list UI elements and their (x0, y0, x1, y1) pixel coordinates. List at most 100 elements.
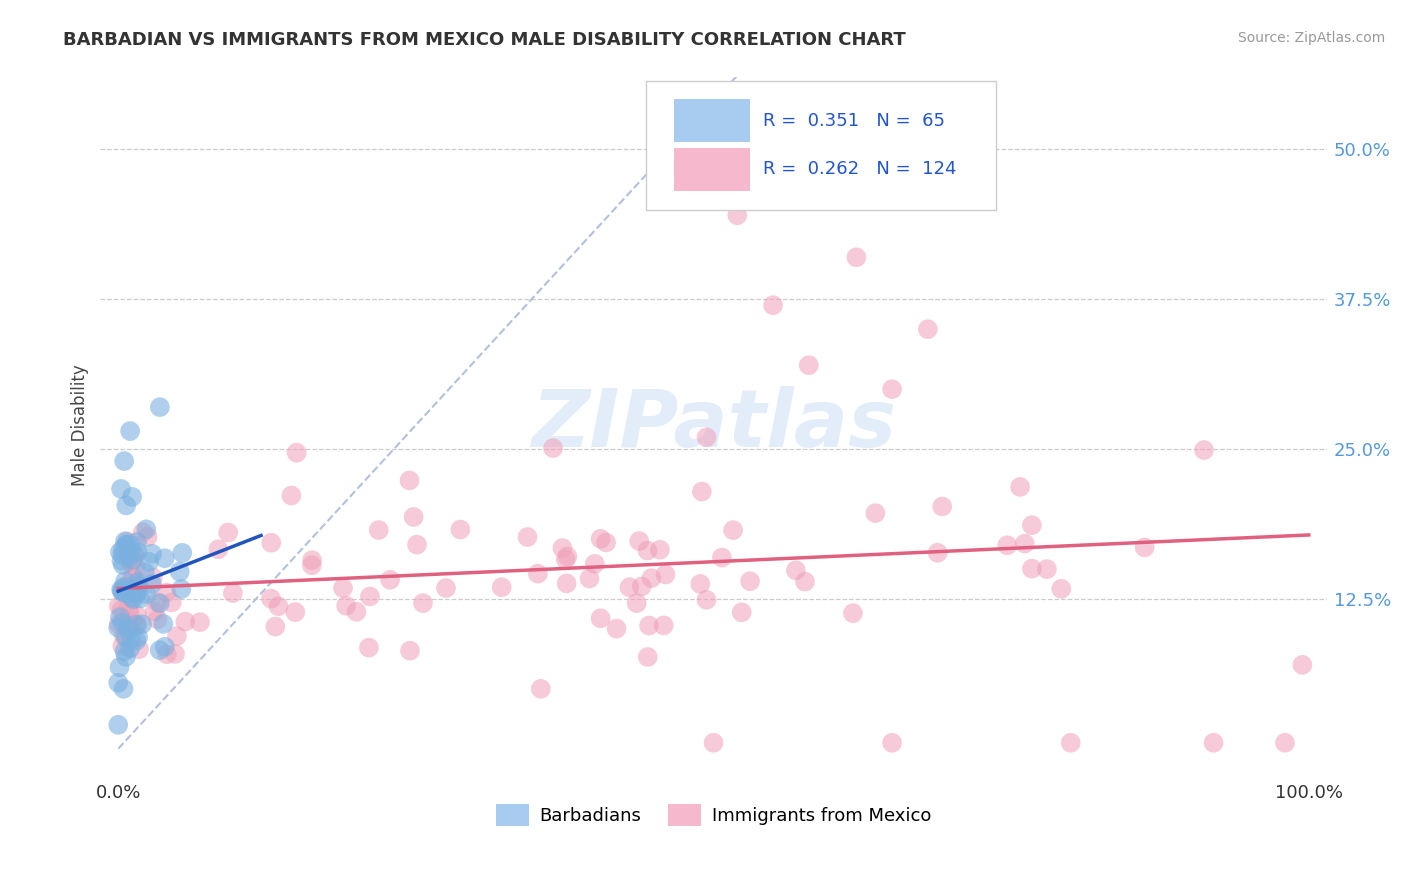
Point (122, 569, 145, 583)
Point (1192, 443, 1215, 458)
Point (120, 424, 142, 438)
Text: BARBADIAN VS IMMIGRANTS FROM MEXICO MALE DISABILITY CORRELATION CHART: BARBADIAN VS IMMIGRANTS FROM MEXICO MALE… (63, 31, 905, 49)
Point (121, 490, 143, 504)
Point (222, 586, 245, 600)
Point (122, 592, 145, 607)
Point (619, 580, 641, 594)
Point (332, 581, 354, 595)
Point (1021, 518, 1043, 533)
Point (112, 454, 135, 468)
Point (551, 541, 574, 555)
Point (264, 619, 287, 633)
Point (118, 549, 141, 564)
Point (110, 554, 132, 568)
Point (1133, 541, 1156, 555)
Point (882, 736, 904, 750)
Point (112, 628, 135, 642)
Point (165, 647, 187, 661)
Point (169, 565, 191, 579)
Point (114, 534, 136, 549)
Point (589, 532, 612, 546)
Point (357, 640, 380, 655)
Point (557, 549, 579, 564)
Point (731, 605, 754, 619)
FancyBboxPatch shape (675, 99, 751, 142)
Point (114, 630, 136, 644)
Point (120, 555, 142, 569)
Point (110, 482, 132, 496)
Point (188, 615, 211, 629)
Point (378, 573, 401, 587)
Point (127, 579, 149, 593)
Point (111, 548, 134, 562)
Point (554, 552, 576, 566)
Point (120, 641, 142, 656)
Point (141, 577, 163, 591)
Point (1202, 736, 1225, 750)
Point (1010, 480, 1032, 494)
Point (995, 538, 1018, 552)
Point (541, 441, 564, 455)
Point (406, 538, 429, 552)
Point (125, 560, 148, 574)
FancyBboxPatch shape (647, 81, 995, 210)
Point (399, 643, 422, 657)
Point (132, 525, 155, 540)
Point (284, 605, 307, 619)
Point (107, 599, 129, 614)
Point (120, 537, 142, 551)
Point (121, 553, 143, 567)
Y-axis label: Male Disability: Male Disability (72, 364, 89, 486)
Point (149, 400, 172, 414)
Point (589, 611, 612, 625)
Point (280, 489, 302, 503)
Point (217, 525, 239, 540)
Point (174, 615, 197, 629)
Point (367, 523, 389, 537)
Point (108, 545, 131, 559)
Point (118, 622, 141, 636)
Point (285, 446, 308, 460)
Point (149, 643, 172, 657)
Point (115, 579, 138, 593)
Point (1036, 562, 1059, 576)
Point (689, 577, 711, 591)
Point (434, 581, 457, 595)
Point (142, 570, 165, 584)
Point (845, 250, 868, 264)
Point (111, 542, 134, 557)
Point (115, 538, 138, 552)
Text: R =  0.262   N =  124: R = 0.262 N = 124 (762, 161, 956, 178)
Point (107, 621, 129, 635)
Point (115, 619, 138, 633)
Point (135, 587, 157, 601)
Point (160, 595, 183, 609)
Point (112, 580, 135, 594)
Point (721, 523, 744, 537)
Point (1060, 736, 1083, 750)
Point (115, 649, 138, 664)
Point (762, 298, 785, 312)
Point (527, 566, 550, 581)
Point (135, 522, 157, 536)
Point (127, 630, 149, 644)
Point (114, 586, 136, 600)
Point (111, 558, 134, 572)
Point (107, 617, 129, 632)
Point (121, 591, 143, 605)
Point (402, 510, 425, 524)
Point (146, 612, 169, 626)
Point (146, 595, 169, 609)
Point (725, 208, 748, 222)
Point (125, 586, 148, 600)
Point (127, 618, 149, 632)
Point (927, 546, 949, 560)
Point (120, 632, 142, 646)
Text: R =  0.351   N =  65: R = 0.351 N = 65 (762, 112, 945, 129)
Point (882, 382, 904, 396)
FancyBboxPatch shape (675, 148, 751, 191)
Point (111, 615, 134, 630)
Point (207, 542, 229, 557)
Point (738, 574, 761, 589)
Point (122, 570, 145, 584)
